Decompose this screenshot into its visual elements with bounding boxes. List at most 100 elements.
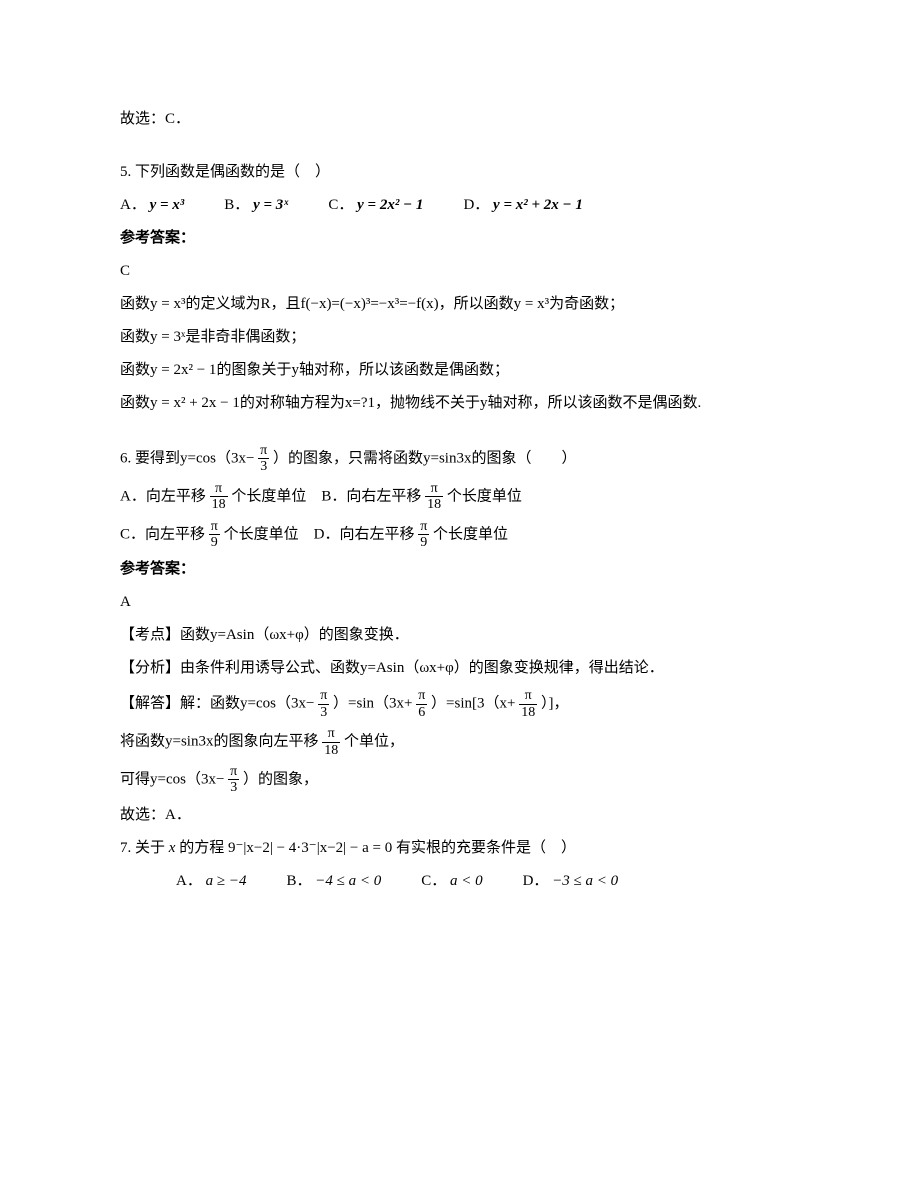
q6-optA-b: 个长度单位 [231,488,306,504]
q6-optB-a: B．向右左平移 [321,488,421,504]
q7-optD-label: D． [523,873,549,889]
q6-answer: A [120,589,800,616]
frac-num: π [416,688,427,704]
q6-sol1b: ）=sin（3x+ [333,696,412,712]
q6-optA-a: A．向左平移 [120,488,206,504]
q7-equation: 9⁻|x−2| − 4·3⁻|x−2| − a = 0 [228,840,392,856]
frac-num: π [209,519,220,535]
q7-prompt-c: 有实根的充要条件是（ ） [396,840,576,856]
q5-optA-math: y = x³ [150,197,185,213]
q5-explanation-3: 函数y = 2x² − 1的图象关于y轴对称，所以该函数是偶函数； [120,357,800,384]
q6-optC-b: 个长度单位 [224,526,299,542]
q5-optC-math: y = 2x² − 1 [357,197,423,213]
frac-num: π [322,726,340,742]
q5-optB-label: B． [224,197,249,213]
q6-prompt: 6. 要得到y=cos（3x− π3 ）的图象，只需将函数y=sin3x的图象（… [120,443,800,475]
q5-exp1a: 函数 [120,296,150,312]
frac-pi-9-c: π9 [209,519,220,551]
q5-exp1d: y = x³ [514,296,549,312]
q5-exp1e: 为奇函数； [549,296,624,312]
q6-optC-a: C．向左平移 [120,526,205,542]
frac-pi-18-b: π18 [425,481,443,513]
q6-sol-line3: 可得y=cos（3x− π3 ）的图象， [120,764,800,796]
q5-optC-label: C． [328,197,353,213]
q6-analysis-label: 【分析】 [120,660,180,676]
frac-den: 9 [418,535,429,550]
q6-sol-line2: 将函数y=sin3x的图象向左平移 π18 个单位， [120,726,800,758]
q5-exp3c: 的图象关于y轴对称，所以该函数是偶函数； [216,362,509,378]
frac-den: 3 [318,705,329,720]
q6-analysis: 【分析】由条件利用诱导公式、函数y=Asin（ωx+φ）的图象变换规律，得出结论… [120,655,800,682]
q6-sol-line1: 【解答】解：函数y=cos（3x− π3 ）=sin（3x+ π6 ）=sin[… [120,688,800,720]
frac-den: 3 [228,780,239,795]
q6-sol2b: 个单位， [344,733,404,749]
q5-exp4c: 的对称轴方程为x=?1，抛物线不关于y轴对称，所以该函数不是偶函数. [240,395,701,411]
q5-prompt: 5. 下列函数是偶函数的是（ ） [120,159,800,186]
q7-options-row: A． a ≥ −4 B． −4 ≤ a < 0 C． a < 0 D． −3 ≤… [120,868,800,895]
q6-optB-b: 个长度单位 [447,488,522,504]
frac-pi-3-sol: π3 [318,688,329,720]
q7-prompt-a: 7. 关于 [120,840,165,856]
q5-exp1c: 的定义域为R，且f(−x)=(−x)³=−x³=−f(x)，所以函数 [185,296,513,312]
q6-sol-line4: 故选：A． [120,802,800,829]
q5-answer-heading: 参考答案： [120,225,800,252]
q7-optB-label: B． [286,873,311,889]
q6-prompt-a: 6. 要得到y=cos（3x− [120,450,254,466]
frac-num: π [418,519,429,535]
frac-pi-3-sol3: π3 [228,764,239,796]
q6-topic-text: 函数y=Asin（ωx+φ）的图象变换． [180,627,409,643]
q6-options-row2: C．向左平移 π9 个长度单位 D．向右左平移 π9 个长度单位 [120,519,800,551]
frac-den: 18 [210,497,228,512]
frac-num: π [519,688,537,704]
q6-solve-label: 【解答】 [120,696,180,712]
q6-analysis-text: 由条件利用诱导公式、函数y=Asin（ωx+φ）的图象变换规律，得出结论． [180,660,664,676]
q7-optA-label: A． [176,873,202,889]
q6-topic-label: 【考点】 [120,627,180,643]
q7-prompt-var: x [169,840,176,856]
q5-explanation-4: 函数y = x² + 2x − 1的对称轴方程为x=?1，抛物线不关于y轴对称，… [120,390,800,417]
q6-topic: 【考点】函数y=Asin（ωx+φ）的图象变换． [120,622,800,649]
q6-sol3b: ）的图象， [243,771,318,787]
q7-prompt-b: 的方程 [179,840,224,856]
q5-exp1b: y = x³ [150,296,185,312]
frac-pi-9-d: π9 [418,519,429,551]
q5-explanation-2: 函数y = 3ˣ是非奇非偶函数； [120,324,800,351]
frac-num: π [425,481,443,497]
frac-den: 18 [425,497,443,512]
q5-exp3a: 函数 [120,362,150,378]
q5-answer: C [120,258,800,285]
q7-optD-math: −3 ≤ a < 0 [552,873,618,889]
q7-optB-math: −4 ≤ a < 0 [315,873,381,889]
q6-answer-heading: 参考答案： [120,556,800,583]
q7-optA-math: a ≥ −4 [206,873,247,889]
q6-sol1c: ）=sin[3（x+ [431,696,515,712]
frac-pi-18-a: π18 [210,481,228,513]
frac-num: π [318,688,329,704]
frac-den: 3 [258,459,269,474]
q6-options-row1: A．向左平移 π18 个长度单位 B．向右左平移 π18 个长度单位 [120,481,800,513]
frac-den: 18 [519,705,537,720]
q7-optC-label: C． [421,873,446,889]
q5-optD-label: D． [463,197,489,213]
frac-num: π [258,443,269,459]
frac-den: 18 [322,743,340,758]
q6-optD-b: 个长度单位 [433,526,508,542]
q5-options-row: A． y = x³ B． y = 3ˣ C． y = 2x² − 1 D． y … [120,192,800,219]
frac-num: π [210,481,228,497]
frac-den: 9 [209,535,220,550]
q5-optB-math: y = 3ˣ [253,197,288,213]
q5-explanation-1: 函数y = x³的定义域为R，且f(−x)=(−x)³=−x³=−f(x)，所以… [120,291,800,318]
frac-pi-18-sol2: π18 [322,726,340,758]
q5-exp4b: y = x² + 2x − 1 [150,395,240,411]
frac-pi-18-sol: π18 [519,688,537,720]
frac-den: 6 [416,705,427,720]
q5-exp2c: 是非奇非偶函数； [185,329,305,345]
frac-pi-3: π3 [258,443,269,475]
frac-num: π [228,764,239,780]
q5-exp2b: y = 3ˣ [150,329,185,345]
q5-optD-math: y = x² + 2x − 1 [493,197,583,213]
q6-sol3a: 可得y=cos（3x− [120,771,224,787]
q5-exp2a: 函数 [120,329,150,345]
q5-exp4a: 函数 [120,395,150,411]
frac-pi-6-sol: π6 [416,688,427,720]
